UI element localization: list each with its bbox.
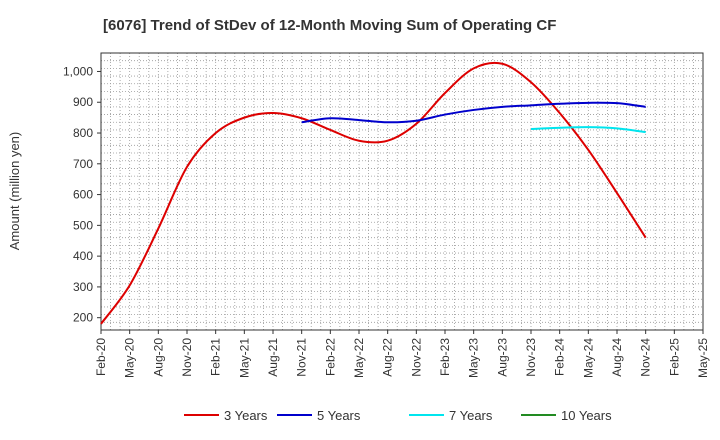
x-tick-label: Nov-20: [180, 338, 194, 377]
plot-frame: [100, 52, 704, 331]
y-tick-label: 600: [73, 188, 93, 202]
x-tick-label: May-23: [467, 338, 481, 378]
x-axis: Feb-20 May-20 Aug-20 Nov-20 Feb-21 May-21 Aug-…: [94, 330, 710, 378]
x-tick-label: Aug-21: [266, 338, 280, 377]
x-tick-label: May-24: [581, 338, 595, 378]
x-tick-label: Nov-23: [524, 338, 538, 377]
y-tick-label: 500: [73, 218, 93, 232]
y-tick-label: 200: [73, 311, 93, 325]
x-tick-label: Aug-20: [151, 338, 165, 377]
x-tick-label: Aug-22: [381, 338, 395, 377]
y-tick-label: 700: [73, 157, 93, 171]
x-tick-label: May-20: [123, 338, 137, 378]
x-tick-label: May-25: [696, 338, 710, 378]
legend-label: 7 Years: [449, 408, 493, 423]
y-tick-label: 900: [73, 95, 93, 109]
y-axis-label: Amount (million yen): [7, 132, 22, 251]
x-tick-label: Feb-20: [94, 338, 108, 376]
series-layer: [100, 61, 647, 325]
x-tick-label: Feb-25: [667, 338, 681, 376]
x-tick-label: Nov-24: [639, 338, 653, 377]
y-tick-label: 400: [73, 249, 93, 263]
y-axis: 200 300 400 500 600 700 800 900 1,000: [63, 64, 101, 325]
chart-title: [6076] Trend of StDev of 12-Month Moving…: [103, 17, 556, 34]
x-tick-label: May-21: [237, 338, 251, 378]
x-tick-label: Feb-22: [323, 338, 337, 376]
series-line-5-years: [301, 101, 646, 124]
x-tick-label: May-22: [352, 338, 366, 378]
legend-label: 10 Years: [561, 408, 612, 423]
y-tick-label: 300: [73, 280, 93, 294]
legend-label: 3 Years: [224, 408, 268, 423]
x-tick-label: Nov-22: [409, 338, 423, 377]
x-tick-label: Aug-24: [610, 338, 624, 377]
x-tick-label: Nov-21: [295, 338, 309, 377]
legend-label: 5 Years: [317, 408, 361, 423]
x-tick-label: Feb-21: [209, 338, 223, 376]
series-line-3-years: [100, 61, 647, 325]
x-tick-label: Feb-24: [553, 338, 567, 376]
y-tick-label: 800: [73, 126, 93, 140]
x-tick-label: Feb-23: [438, 338, 452, 376]
legend: 3 Years 5 Years 7 Years 10 Years: [184, 408, 612, 423]
series-line-7-years: [530, 126, 646, 134]
x-tick-label: Aug-23: [495, 338, 509, 377]
y-tick-label: 1,000: [63, 64, 93, 78]
